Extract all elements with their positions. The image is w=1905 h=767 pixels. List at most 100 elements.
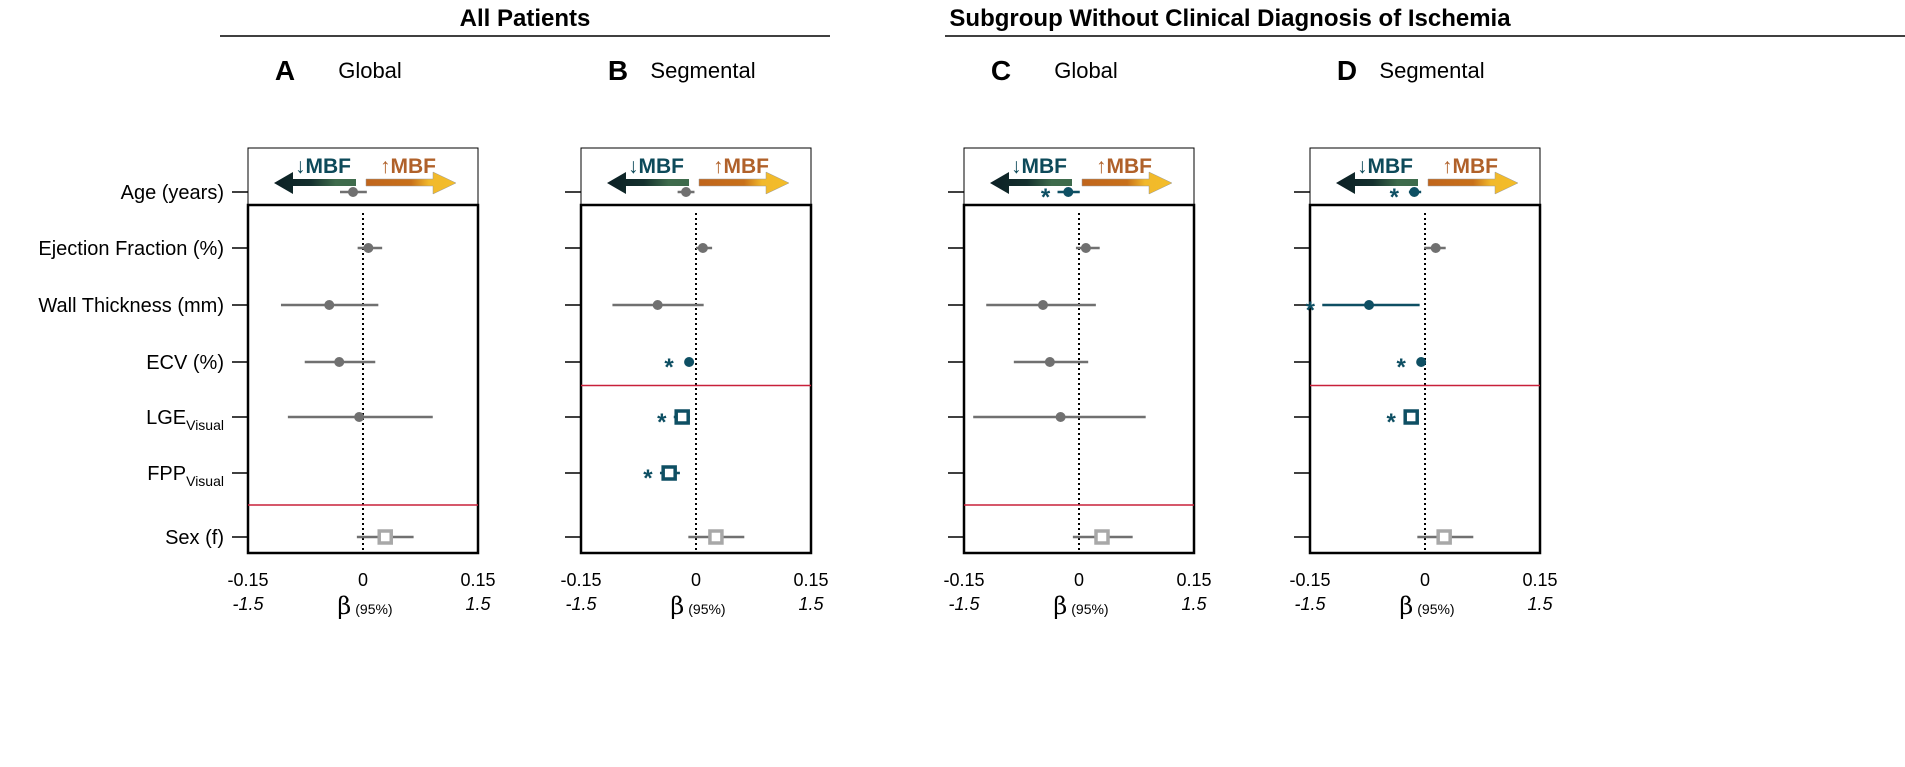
estimate-point [1080,243,1091,253]
x-tick-label: -0.15 [943,570,984,590]
panel-c: C Global ↓MBF ↑MBF * -0.15 0 0.15 -1.5 1.5 β (95%) [943,55,1211,620]
significance-asterisk: * [1387,409,1397,436]
panel-letter: C [991,55,1011,86]
estimate-point [363,243,374,253]
x-secondary-tick-label: -1.5 [948,594,980,614]
row-label: Sex (f) [165,527,224,549]
estimate-square [661,465,677,481]
row-label: Ejection Fraction (%) [38,238,224,260]
estimate-point [1037,300,1048,310]
plot-area [246,203,480,555]
x-secondary-tick-label: -1.5 [565,594,597,614]
x-secondary-tick-label: -1.5 [1294,594,1326,614]
legend-box [247,147,479,206]
panel-title: Global [1054,58,1118,83]
x-secondary-tick-label: 1.5 [465,594,491,614]
estimate-point [1430,243,1441,253]
estimate-point [1055,412,1066,422]
estimate-point [324,300,335,310]
x-tick-label: -0.15 [560,570,601,590]
x-secondary-tick-label: 1.5 [798,594,824,614]
estimate-point [1044,357,1055,367]
row-label-main: Age (years) [121,182,224,204]
x-axis-label-beta: β [337,592,351,620]
row-label: Age (years) [121,182,224,204]
estimate-point [684,357,695,367]
significance-asterisk: * [1306,297,1316,324]
row-label-main: LGE [146,407,186,429]
estimate-square [674,409,690,425]
header-subgroup: Subgroup Without Clinical Diagnosis of I… [949,5,1511,32]
significance-asterisk: * [664,354,674,381]
estimate-point [348,187,359,197]
x-tick-label: 0 [1420,570,1430,590]
x-axis-label-sub: (95%) [355,601,392,617]
x-axis-label-sub: (95%) [688,601,725,617]
legend-box [1309,147,1541,206]
significance-asterisk: * [1396,354,1406,381]
legend-box [963,147,1195,206]
header-all-patients: All Patients [460,5,591,32]
arrow-right-icon [698,171,790,195]
row-label: FPPVisual [147,463,224,489]
estimate-square [708,529,724,545]
x-secondary-tick-label: -1.5 [232,594,264,614]
x-axis-label-sub: (95%) [1417,601,1454,617]
significance-asterisk: * [657,409,667,436]
x-tick-label: 0 [1074,570,1084,590]
estimate-point [334,357,345,367]
panel-title: Global [338,58,402,83]
legend-increase-mbf: ↑MBF [380,155,436,178]
panel-letter: D [1337,55,1357,86]
x-axis-label-sub: (95%) [1071,601,1108,617]
panel-letter: B [608,55,628,86]
estimate-point [1409,187,1420,197]
arrow-right-icon [365,171,457,195]
panel-title: Segmental [1379,58,1484,83]
x-axis-label: β (95%) [1053,592,1108,620]
panel-title: Segmental [650,58,755,83]
x-tick-label: 0.15 [793,570,828,590]
x-axis-label: β (95%) [1399,592,1454,620]
estimate-square [1436,529,1452,545]
significance-asterisk: * [643,465,653,492]
panel-letter: A [275,55,295,86]
x-axis-label-beta: β [670,592,684,620]
panel-a: A Global ↓MBF ↑MBF -0.15 0 0.15 -1.5 1.5 β (95%) [227,55,495,620]
arrow-left-icon [607,172,689,194]
estimate-point [1364,300,1375,310]
legend-increase-mbf: ↑MBF [713,155,769,178]
estimate-point [1063,187,1074,197]
plot-area [579,203,813,555]
row-label-main: Ejection Fraction (%) [38,238,224,260]
arrow-left-icon [1336,172,1418,194]
panel-b: B Segmental ↓MBF ↑MBF * * * -0.15 0 0.15 -1.5 1.5 β(… [560,55,828,620]
estimate-square [1403,409,1419,425]
x-tick-label: 0 [358,570,368,590]
row-label-main: Wall Thickness (mm) [38,295,224,317]
legend-decrease-mbf: ↓MBF [295,155,351,178]
legend-increase-mbf: ↑MBF [1096,155,1152,178]
estimate-square [1094,529,1110,545]
row-label: ECV (%) [146,352,224,374]
estimate-point [681,187,692,197]
row-label-subscript: Visual [186,473,224,489]
x-secondary-tick-label: 1.5 [1181,594,1207,614]
plot-area [1308,203,1542,555]
estimate-point [1416,357,1427,367]
x-axis-label-beta: β [1053,592,1067,620]
arrow-left-icon [274,172,356,194]
estimate-point [697,243,708,253]
legend-decrease-mbf: ↓MBF [628,155,684,178]
estimate-square [377,529,393,545]
x-tick-label: 0.15 [1176,570,1211,590]
legend-decrease-mbf: ↓MBF [1357,155,1413,178]
row-label: LGEVisual [146,407,224,433]
x-axis-label: β (95%) [670,592,725,620]
x-axis-label: β (95%) [337,592,392,620]
arrow-right-icon [1427,171,1519,195]
x-tick-label: 0 [691,570,701,590]
estimate-point [354,412,365,422]
x-secondary-tick-label: 1.5 [1527,594,1553,614]
significance-asterisk: * [1041,184,1051,211]
